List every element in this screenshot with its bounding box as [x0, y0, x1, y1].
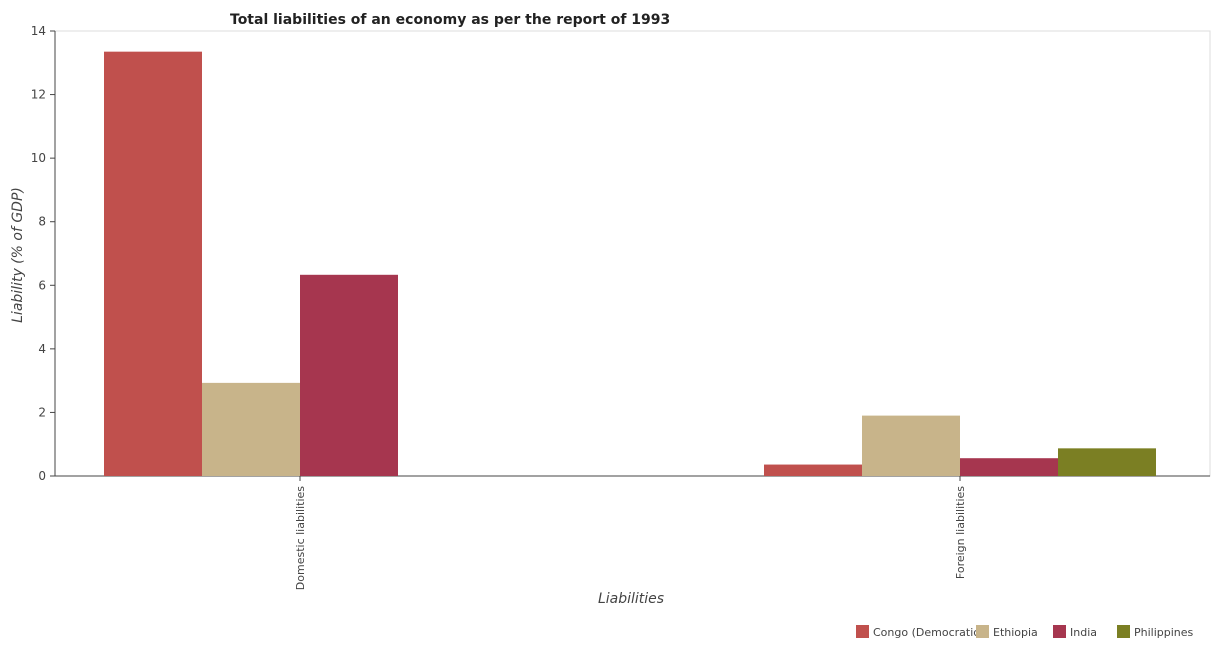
legend: Congo (Democratic) Ethiopia India Philippin…	[856, 625, 1194, 639]
x-category-label: Foreign liabilities	[954, 486, 967, 579]
legend-label: Congo (Democratic)	[873, 626, 984, 639]
legend-label: India	[1070, 626, 1097, 639]
y-tick-label: 14	[31, 24, 46, 38]
legend-swatch	[1117, 625, 1130, 638]
bar-1-2	[960, 458, 1058, 476]
legend-swatch	[1053, 625, 1066, 638]
y-tick-label: 12	[31, 88, 46, 102]
x-axis-label: Liabilities	[598, 591, 664, 607]
y-tick-label: 6	[38, 278, 46, 292]
y-tick-label: 8	[38, 215, 46, 229]
bar-0-1	[202, 382, 300, 476]
legend-swatch	[856, 625, 869, 638]
bars-group	[104, 51, 1156, 477]
legend-label: Ethiopia	[993, 626, 1038, 639]
y-tick-label: 2	[38, 405, 46, 419]
y-axis-label: Liability (% of GDP)	[10, 187, 26, 323]
bar-0-2	[300, 274, 398, 476]
legend-swatch	[976, 625, 989, 638]
x-categories-group: Domestic liabilities Foreign liabilities	[294, 476, 967, 590]
legend-label: Philippines	[1134, 626, 1194, 639]
y-tick-label: 4	[38, 342, 46, 356]
bar-0-0	[104, 51, 202, 477]
y-tick-label: 10	[31, 151, 46, 165]
bar-1-3	[1058, 448, 1156, 476]
y-tick-label: 0	[38, 469, 46, 483]
bar-1-0	[764, 464, 862, 476]
y-ticks-group: 0 2 4 6 8 10 12 14	[31, 24, 55, 483]
x-category-label: Domestic liabilities	[294, 486, 307, 590]
bar-1-1	[862, 415, 960, 476]
chart-title: Total liabilities of an economy as per t…	[230, 12, 670, 28]
